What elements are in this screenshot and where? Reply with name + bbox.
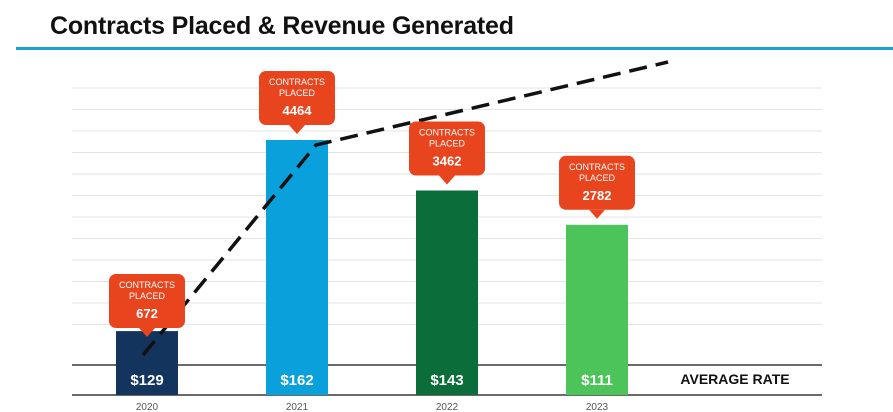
callout-label-line1: CONTRACTS	[419, 128, 475, 138]
bar-2023	[566, 224, 628, 395]
callout-bubble-2020	[109, 274, 185, 328]
callout-bubble-2022	[409, 121, 485, 176]
bar-2020	[116, 331, 178, 395]
callout-label-line2: PLACED	[129, 291, 166, 301]
callout-label-line2: PLACED	[279, 88, 316, 98]
x-tick-label-2020: 2020	[136, 402, 159, 412]
callout-label-line2: PLACED	[579, 173, 616, 183]
chart-title: Contracts Placed & Revenue Generated	[50, 12, 514, 40]
bar-2022	[416, 190, 478, 395]
x-tick-label-2022: 2022	[436, 402, 459, 412]
average-rate-value-2023: $111	[581, 372, 613, 389]
callout-pointer-2021	[289, 125, 305, 135]
callout-bubble-2023	[559, 155, 635, 210]
callout-label-line1: CONTRACTS	[119, 280, 175, 290]
callout-value-2023: 2782	[583, 188, 612, 203]
trend-line	[141, 60, 669, 357]
title-divider	[16, 47, 893, 50]
callout-label-line1: CONTRACTS	[269, 77, 325, 87]
callout-value-2020: 672	[136, 306, 158, 321]
average-rate-label: AVERAGE RATE	[680, 371, 789, 387]
callout-value-2022: 3462	[433, 154, 462, 169]
average-rate-value-2021: $162	[280, 372, 313, 389]
callout-label-line1: CONTRACTS	[569, 162, 625, 172]
average-rate-value-2022: $143	[430, 372, 463, 389]
callout-label-line2: PLACED	[429, 139, 466, 149]
callout-pointer-2020	[139, 328, 155, 337]
callout-pointer-2022	[439, 175, 455, 185]
callout-pointer-2023	[589, 209, 605, 219]
callout-value-2021: 4464	[283, 103, 313, 118]
bar-2021	[266, 140, 328, 395]
x-tick-label-2021: 2021	[286, 402, 309, 412]
average-rate-value-2020: $129	[130, 372, 163, 389]
callout-bubble-2021	[259, 71, 335, 125]
x-tick-label-2023: 2023	[586, 402, 609, 412]
